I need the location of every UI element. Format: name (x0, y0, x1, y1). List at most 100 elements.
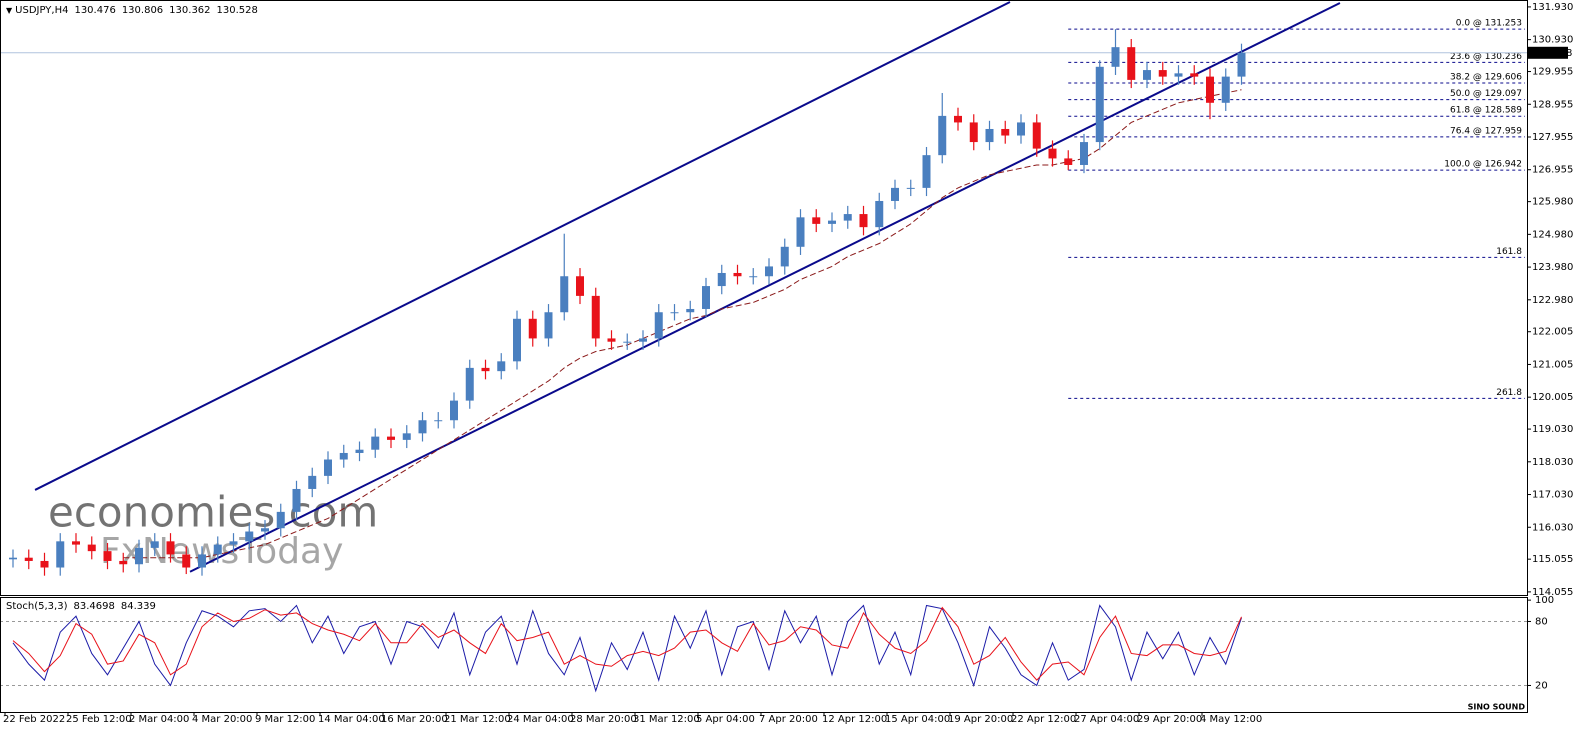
candle-body (780, 246, 789, 267)
y-tick-label: 118.030 (1532, 457, 1573, 468)
candle-body (481, 367, 490, 372)
current-price-label: 130.528 (1531, 48, 1572, 59)
candle-body (229, 541, 238, 545)
candle-body (623, 341, 632, 343)
stoch-line (12, 604, 1242, 693)
candle-body (1158, 70, 1167, 77)
x-tick-label: 24 Mar 04:00 (507, 714, 574, 725)
trendline (34, 1, 1011, 491)
y-tick-label: 116.030 (1532, 522, 1573, 533)
candle-body (166, 541, 175, 555)
stoch-title: Stoch(5,3,3) (6, 601, 68, 612)
candle-body (450, 400, 458, 421)
logo: SINO SOUND (1468, 703, 1526, 712)
y-tick-label: 120.005 (1532, 392, 1573, 403)
stoch-line (12, 606, 1242, 681)
y-tick-label: 117.030 (1532, 490, 1573, 501)
x-tick-label: 5 Apr 04:00 (696, 714, 755, 725)
candle-body (843, 214, 852, 221)
candle-body (56, 541, 65, 568)
candle-body (371, 436, 380, 450)
y-tick-label: 130.930 (1532, 35, 1573, 46)
x-tick-label: 14 Mar 04:00 (318, 714, 385, 725)
candle-body (812, 217, 821, 224)
close-value: 130.528 (217, 5, 258, 16)
x-tick-label: 9 Mar 12:00 (255, 714, 315, 725)
candle-body (72, 541, 80, 545)
candle-body (135, 547, 143, 565)
stoch-header: Stoch(5,3,3) 83.4698 84.339 (6, 601, 156, 612)
x-tick-label: 7 Apr 20:00 (759, 714, 818, 725)
y-tick-label: 80 (1535, 616, 1548, 627)
candle-body (182, 554, 191, 568)
y-tick-label: 128.955 (1532, 99, 1573, 110)
y-tick-label: 115.055 (1532, 554, 1573, 565)
y-tick-label: 114.055 (1532, 587, 1573, 598)
y-tick-label: 20 (1535, 680, 1548, 691)
x-tick-label: 28 Mar 20:00 (570, 714, 637, 725)
candle-body (497, 361, 506, 372)
stoch-main-value: 83.4698 (73, 601, 114, 612)
y-tick-label: 129.955 (1532, 67, 1573, 78)
watermark: economies.com (48, 488, 378, 537)
y-tick-label: 119.030 (1532, 424, 1573, 435)
candle-body (9, 557, 17, 560)
x-tick-label: 25 Feb 12:00 (66, 714, 132, 725)
candle-body (1237, 52, 1246, 77)
candle-body (1032, 122, 1041, 149)
candle-body (686, 308, 695, 313)
x-tick-label: 29 Apr 20:00 (1137, 714, 1202, 725)
candle-body (308, 475, 317, 489)
candle-body (717, 272, 726, 287)
fib-label: 76.4 @ 127.959 (1450, 126, 1522, 136)
x-tick-label: 4 Mar 20:00 (192, 714, 252, 725)
candle-body (339, 452, 348, 460)
stoch-plot (1, 604, 1527, 693)
candle-body (1048, 148, 1057, 159)
candle-body (119, 560, 128, 565)
x-tick-label: 15 Apr 04:00 (885, 714, 950, 725)
candle-body (922, 155, 931, 188)
candle-body (733, 272, 742, 277)
candle-body (245, 531, 254, 542)
candle-body (261, 528, 269, 532)
y-tick-label: 123.980 (1532, 262, 1573, 273)
candle-body (40, 560, 49, 568)
candle-body (560, 276, 569, 313)
symbol: USDJPY,H4 (15, 5, 68, 16)
candle-body (1206, 76, 1214, 103)
candle-body (1064, 158, 1073, 165)
candle-body (434, 420, 443, 422)
candle-body (1190, 73, 1199, 77)
current-price-box (1528, 46, 1568, 59)
candle-body (24, 557, 33, 561)
candle-body (954, 115, 962, 123)
y-tick-label: 122.980 (1532, 295, 1573, 306)
candle-body (1095, 66, 1104, 143)
candle-body (639, 338, 647, 342)
candle-body (1001, 128, 1010, 136)
candle-body (938, 115, 947, 156)
fib-label: 0.0 @ 131.253 (1456, 19, 1522, 29)
candle-body (654, 312, 663, 339)
candle-body (702, 286, 710, 309)
candle-body (1174, 73, 1183, 77)
fib-label: 38.2 @ 129.606 (1450, 72, 1522, 82)
candle-body (591, 295, 600, 339)
y-tick-label: 122.005 (1532, 327, 1573, 338)
header: ▼ USDJPY,H4 130.476 130.806 130.362 130.528 (6, 5, 258, 16)
fib-label: 61.8 @ 128.589 (1450, 106, 1522, 116)
candle-body (465, 367, 474, 401)
candle-body (418, 420, 427, 434)
candle-body (828, 220, 836, 224)
x-tick-label: 27 Apr 04:00 (1074, 714, 1139, 725)
x-tick-label: 22 Feb 2022 (3, 714, 65, 725)
candle-body (87, 544, 96, 552)
y-tick-label: 126.955 (1532, 165, 1573, 176)
candle-body (276, 511, 285, 529)
x-tick-label: 31 Mar 12:00 (633, 714, 700, 725)
x-tick-label: 21 Mar 12:00 (444, 714, 511, 725)
fib-label: 100.0 @ 126.942 (1444, 160, 1522, 170)
x-tick-label: 16 Mar 20:00 (381, 714, 448, 725)
